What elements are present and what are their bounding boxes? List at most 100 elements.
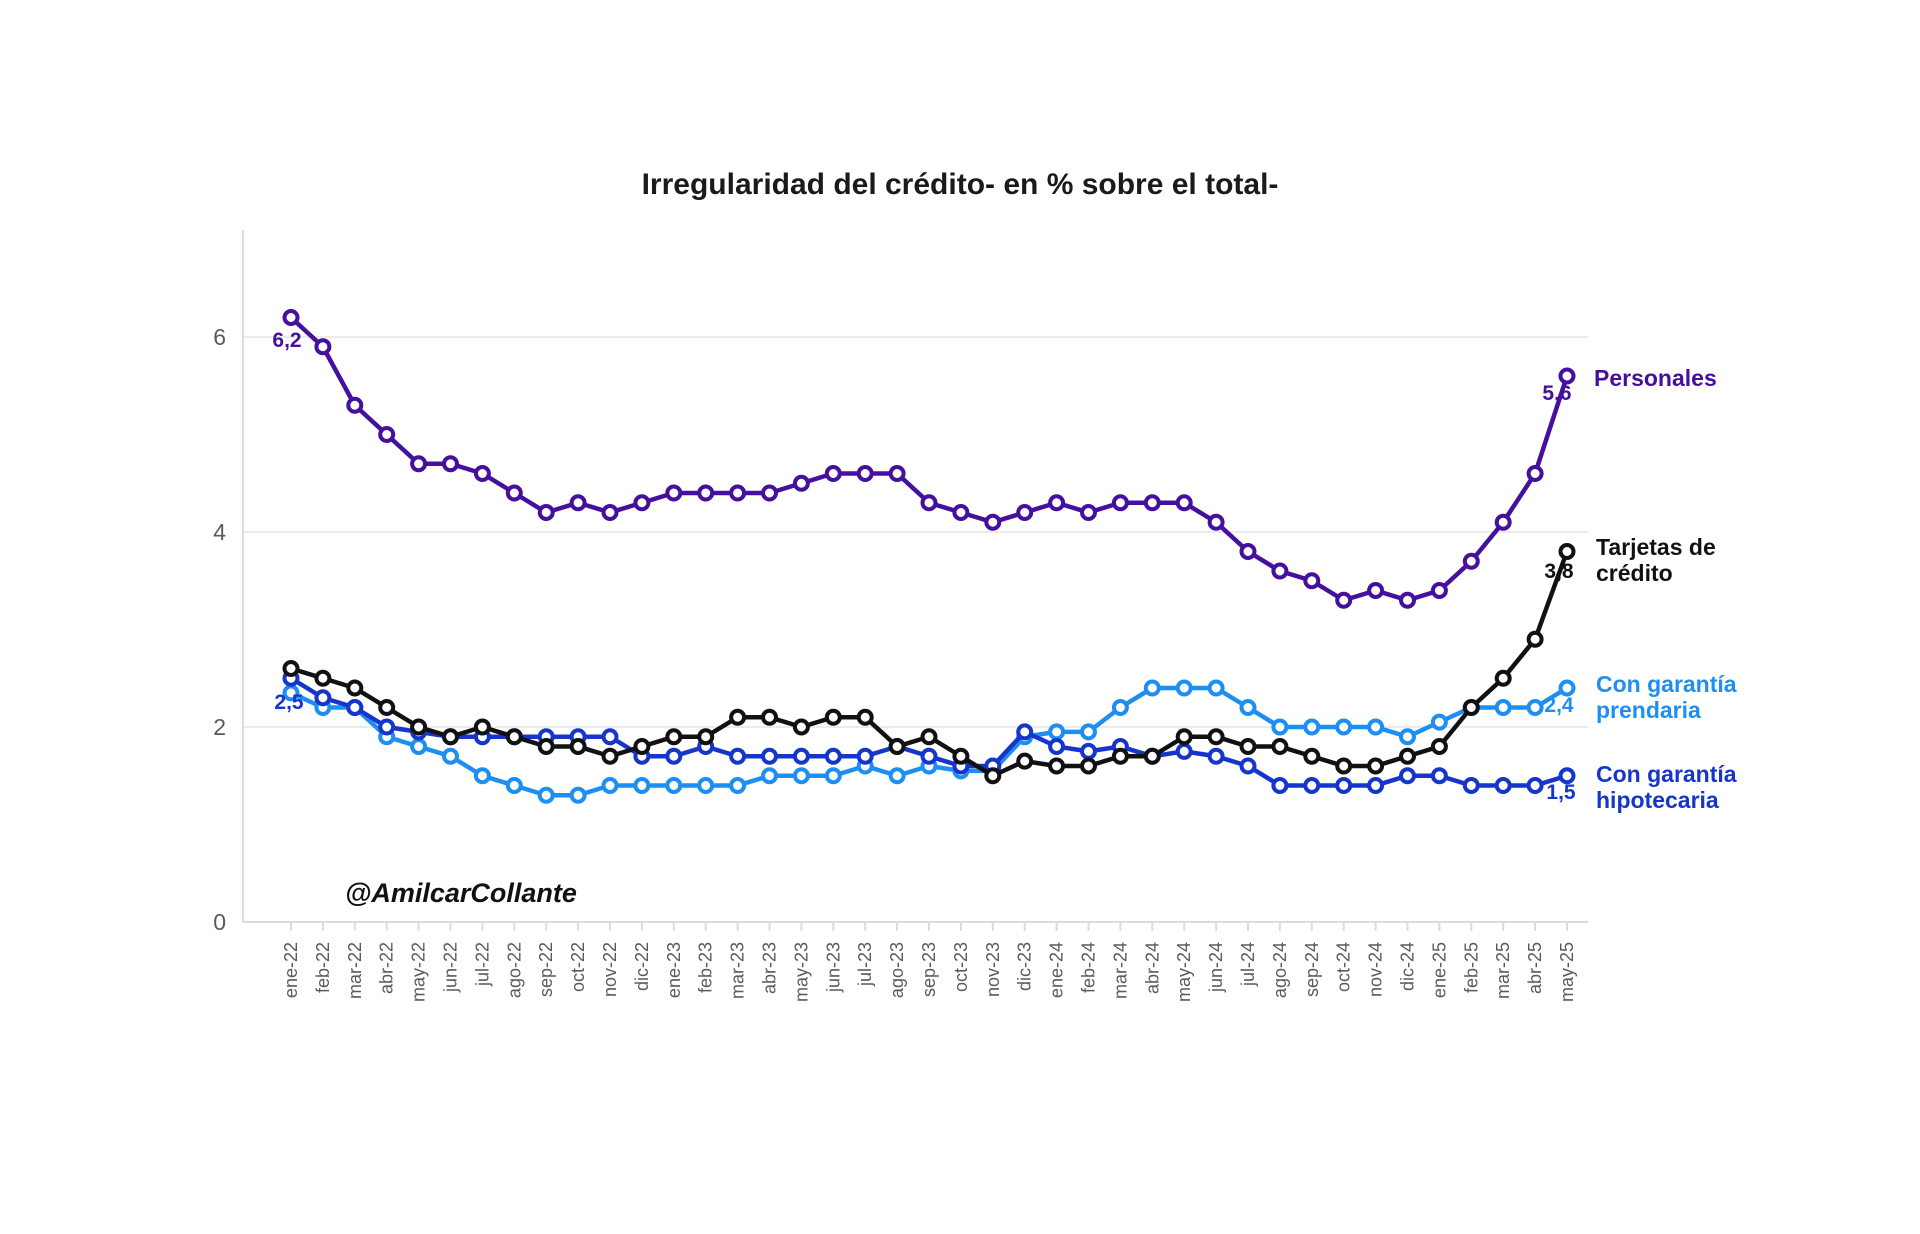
data-point-personales	[1462, 552, 1480, 570]
x-axis-tick-label: may-25	[1557, 942, 1577, 1002]
data-point-prendaria	[1111, 699, 1129, 716]
data-point-hipotecaria	[378, 718, 396, 736]
data-point-tarjetas	[1207, 728, 1225, 746]
series-label-prendaria: Con garantía prendaria	[1596, 671, 1737, 723]
data-point-hipotecaria	[314, 689, 332, 707]
data-point-prendaria	[537, 786, 555, 804]
data-point-hipotecaria	[665, 747, 683, 765]
data-point-tarjetas	[1143, 747, 1161, 765]
data-point-personales	[569, 494, 587, 512]
data-point-tarjetas	[1048, 757, 1066, 775]
data-point-prendaria	[729, 777, 747, 794]
data-point-prendaria	[1175, 679, 1193, 697]
data-point-prendaria	[1080, 723, 1097, 741]
x-axis-tick-label: abr-23	[760, 942, 780, 994]
data-point-personales	[1080, 504, 1097, 521]
data-point-personales	[1111, 494, 1129, 512]
data-point-tarjetas	[697, 728, 715, 746]
data-point-prendaria	[601, 777, 619, 794]
value-label-start-personales: 6,2	[272, 329, 302, 352]
data-point-personales	[888, 465, 906, 482]
data-point-prendaria	[505, 777, 523, 794]
data-point-personales	[920, 494, 938, 512]
x-axis-tick-label: dic-22	[632, 942, 652, 991]
data-point-personales	[1048, 494, 1066, 512]
x-axis-tick-label: ene-23	[664, 942, 684, 998]
data-point-hipotecaria	[1335, 777, 1353, 794]
data-point-hipotecaria	[1430, 767, 1448, 785]
data-point-prendaria	[1143, 679, 1161, 697]
x-axis-tick-label: jun-22	[441, 942, 461, 993]
value-label-start-hipotecaria: 2,5	[274, 691, 304, 714]
data-point-hipotecaria	[920, 747, 938, 765]
data-point-personales	[1175, 494, 1193, 512]
data-point-tarjetas	[888, 738, 906, 755]
x-axis-tick-label: nov-24	[1366, 942, 1386, 997]
data-point-personales	[473, 465, 491, 482]
x-axis-tick-label: sep-23	[919, 942, 939, 997]
data-point-prendaria	[473, 767, 491, 785]
data-point-tarjetas	[1016, 752, 1034, 770]
data-point-prendaria	[1494, 699, 1512, 716]
data-point-hipotecaria	[1207, 747, 1225, 765]
x-axis-tick-label: feb-24	[1079, 942, 1099, 993]
data-point-hipotecaria	[1526, 777, 1544, 794]
x-axis-tick-label: abr-22	[377, 942, 397, 994]
x-axis-tick-label: jun-24	[1206, 942, 1226, 993]
data-point-hipotecaria	[1175, 742, 1193, 760]
data-point-tarjetas	[1462, 699, 1480, 716]
data-point-personales	[282, 309, 300, 326]
data-point-tarjetas	[1080, 757, 1097, 775]
data-point-personales	[346, 396, 364, 414]
data-point-prendaria	[1367, 718, 1385, 736]
data-point-personales	[792, 474, 810, 492]
data-point-personales	[1367, 582, 1385, 599]
data-point-personales	[1430, 582, 1448, 599]
x-axis-tick-label: abr-24	[1142, 942, 1162, 994]
data-point-tarjetas	[761, 708, 778, 726]
x-axis-tick-label: ene-24	[1047, 942, 1067, 998]
data-point-prendaria	[1048, 723, 1066, 741]
data-point-hipotecaria	[1494, 777, 1512, 794]
data-point-tarjetas	[1558, 543, 1576, 560]
watermark-text: @AmilcarCollante	[345, 878, 577, 908]
x-axis-tick-label: sep-24	[1302, 942, 1322, 997]
y-axis-tick-label: 4	[213, 519, 226, 545]
x-axis-tick-label: ago-22	[504, 942, 524, 998]
data-point-hipotecaria	[761, 747, 778, 765]
data-point-personales	[1239, 543, 1257, 560]
value-label-end-hipotecaria: 1,5	[1546, 781, 1576, 804]
data-point-personales	[1143, 494, 1161, 512]
value-label-end-personales: 5,6	[1542, 382, 1572, 405]
x-axis-tick-label: mar-25	[1493, 942, 1513, 999]
data-point-personales	[1271, 562, 1289, 580]
data-point-personales	[665, 484, 683, 502]
data-point-personales	[856, 465, 874, 482]
x-axis-tick-label: ago-24	[1270, 942, 1290, 998]
data-point-prendaria	[888, 767, 906, 785]
data-point-tarjetas	[282, 660, 300, 677]
data-point-personales	[378, 426, 396, 443]
x-axis-tick-label: nov-23	[983, 942, 1003, 997]
data-point-tarjetas	[984, 767, 1002, 785]
data-point-prendaria	[1207, 679, 1225, 697]
x-axis-tick-label: oct-22	[568, 942, 588, 992]
data-point-tarjetas	[792, 718, 810, 736]
value-label-end-prendaria: 2,4	[1544, 694, 1574, 717]
x-axis-tick-label: jun-23	[823, 942, 843, 993]
data-point-tarjetas	[1335, 757, 1353, 775]
data-point-tarjetas	[1367, 757, 1385, 775]
data-point-tarjetas	[1303, 747, 1321, 765]
x-axis-tick-label: dic-23	[1015, 942, 1035, 991]
data-point-hipotecaria	[1239, 757, 1257, 775]
data-point-hipotecaria	[1016, 723, 1034, 741]
x-axis-tick-label: sep-22	[536, 942, 556, 997]
data-point-tarjetas	[473, 718, 491, 736]
x-axis-tick-label: ene-22	[281, 942, 301, 998]
data-point-hipotecaria	[1303, 777, 1321, 794]
data-point-personales	[697, 484, 715, 502]
data-point-prendaria	[665, 777, 683, 794]
data-point-tarjetas	[505, 728, 523, 746]
data-point-personales	[442, 455, 459, 473]
data-point-prendaria	[1399, 728, 1416, 746]
